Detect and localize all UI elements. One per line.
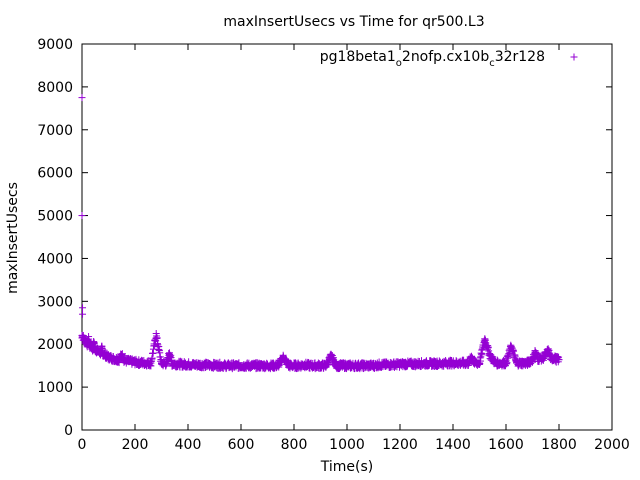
data-point: [481, 335, 489, 343]
data-point: [301, 361, 309, 369]
x-tick-label: 1600: [488, 437, 524, 453]
data-point: [322, 362, 330, 370]
data-point: [502, 359, 510, 367]
y-tick-label: 6000: [37, 166, 73, 182]
data-point: [370, 362, 377, 370]
legend-plus-icon: [570, 53, 578, 61]
x-tick-label: 1200: [382, 437, 418, 453]
data-point: [295, 362, 303, 370]
y-tick-label: 9000: [37, 37, 73, 53]
data-point: [79, 310, 87, 318]
data-point: [486, 352, 494, 360]
x-tick-label: 400: [175, 437, 202, 453]
y-tick-label: 0: [64, 423, 73, 439]
y-tick-label: 4000: [37, 251, 73, 267]
legend: pg18beta1o2nofp.cx10bc32r128: [320, 49, 578, 69]
data-point: [544, 347, 552, 355]
data-point: [279, 353, 287, 361]
y-tick-label: 1000: [37, 380, 73, 396]
data-point: [152, 330, 160, 337]
data-point: [103, 352, 111, 360]
y-axis-label: maxInsertUsecs: [5, 182, 21, 294]
data-point: [523, 359, 531, 367]
y-tick-label: 3000: [37, 294, 73, 310]
data-point: [274, 362, 282, 370]
data-point: [534, 355, 542, 363]
chart-title: maxInsertUsecs vs Time for qr500.L3: [223, 14, 484, 30]
plot-frame: [81, 43, 613, 431]
data-point: [115, 356, 123, 364]
data-point: [531, 348, 539, 356]
plot-area: 0 1000 2000 3000 4000 5000 6000 7000 8000 9000 0 20…: [37, 37, 629, 453]
x-tick-label: 200: [122, 437, 149, 453]
x-axis-label: Time(s): [320, 459, 373, 475]
data-point: [468, 352, 476, 360]
data-point: [98, 345, 106, 353]
y-tick-label: 8000: [37, 80, 73, 96]
x-tick-label: 1400: [435, 437, 471, 453]
data-point: [85, 335, 93, 343]
x-tick-label: 1000: [329, 437, 365, 453]
data-point: [147, 359, 155, 367]
x-tick-label: 1800: [541, 437, 577, 453]
legend-label: pg18beta1o2nofp.cx10bc32r128: [320, 49, 545, 69]
data-point: [555, 356, 563, 364]
x-tick-label: 800: [281, 437, 308, 453]
data-point: [327, 352, 335, 360]
x-tick-label: 0: [78, 437, 87, 453]
data-point: [79, 304, 87, 312]
data-point: [78, 212, 86, 220]
data-point: [165, 349, 173, 357]
data-point: [78, 94, 86, 102]
data-point: [90, 338, 98, 346]
x-tick-label: 2000: [594, 437, 630, 453]
data-point: [507, 342, 515, 350]
y-tick-label: 2000: [37, 337, 73, 353]
data-point: [118, 351, 126, 359]
y-tick-label: 7000: [37, 123, 73, 139]
data-point: [529, 356, 536, 364]
legend-marker: [570, 53, 578, 61]
data-point: [476, 359, 483, 367]
y-tick-label: 5000: [37, 209, 73, 225]
data-point: [539, 354, 547, 362]
x-tick-label: 600: [228, 437, 255, 453]
